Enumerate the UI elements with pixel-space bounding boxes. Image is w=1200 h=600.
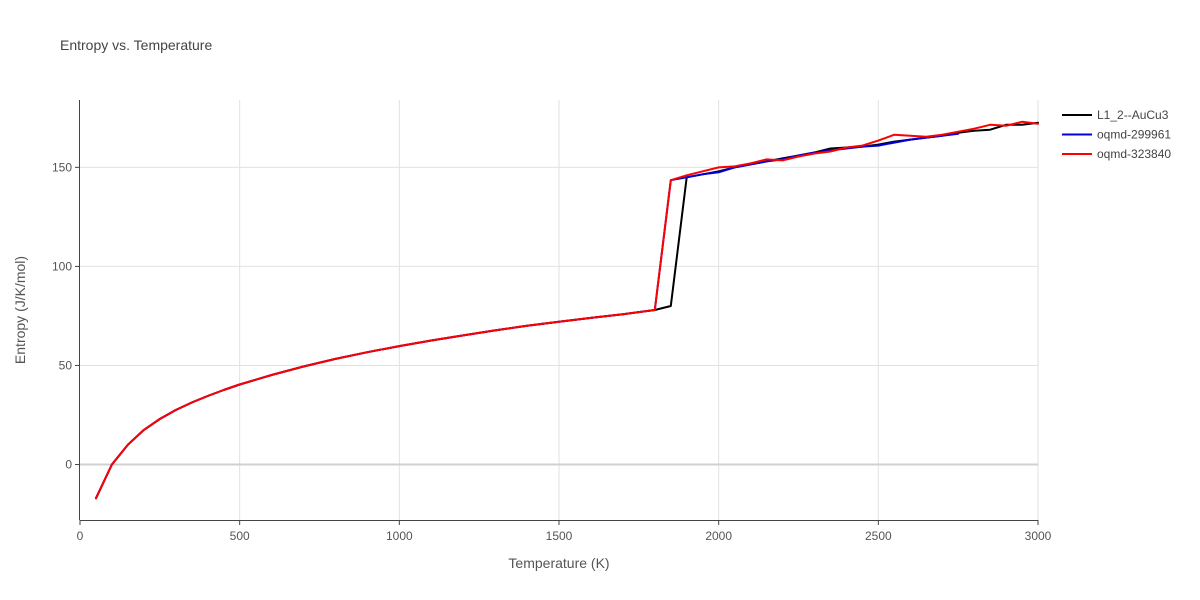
legend-item[interactable]: L1_2--AuCu3 [1062, 108, 1169, 122]
x-tick-label: 1500 [546, 529, 573, 543]
axes [75, 100, 1039, 525]
y-tick-label: 50 [59, 358, 73, 372]
legend-label: L1_2--AuCu3 [1097, 108, 1169, 122]
x-tick-label: 3000 [1025, 529, 1052, 543]
x-tick-labels: 0 500 1000 1500 2000 2500 3000 [77, 529, 1052, 543]
y-tick-labels: 0 50 100 150 [52, 160, 72, 471]
y-tick-label: 100 [52, 259, 72, 273]
series-line-l1-2-aucu3 [95, 121, 1039, 500]
legend[interactable]: L1_2--AuCu3 oqmd-299961 oqmd-323840 [1062, 108, 1171, 161]
x-tick-label: 0 [77, 529, 84, 543]
y-tick-label: 150 [52, 160, 72, 174]
x-tick-label: 2500 [865, 529, 892, 543]
y-axis-title: Entropy (J/K/mol) [12, 256, 28, 364]
series-line-oqmd-323840 [95, 120, 1039, 500]
x-axis-title: Temperature (K) [508, 555, 609, 571]
chart-title: Entropy vs. Temperature [60, 37, 212, 53]
series-lines [95, 120, 1039, 500]
legend-label: oqmd-299961 [1097, 128, 1171, 142]
series-line-oqmd-299961 [95, 132, 960, 500]
legend-item[interactable]: oqmd-299961 [1062, 128, 1171, 142]
legend-item[interactable]: oqmd-323840 [1062, 147, 1171, 161]
x-tick-label: 2000 [705, 529, 732, 543]
y-tick-label: 0 [65, 458, 72, 472]
legend-label: oqmd-323840 [1097, 147, 1171, 161]
x-tick-label: 500 [230, 529, 250, 543]
grid-lines [80, 100, 1039, 520]
x-tick-label: 1000 [386, 529, 413, 543]
